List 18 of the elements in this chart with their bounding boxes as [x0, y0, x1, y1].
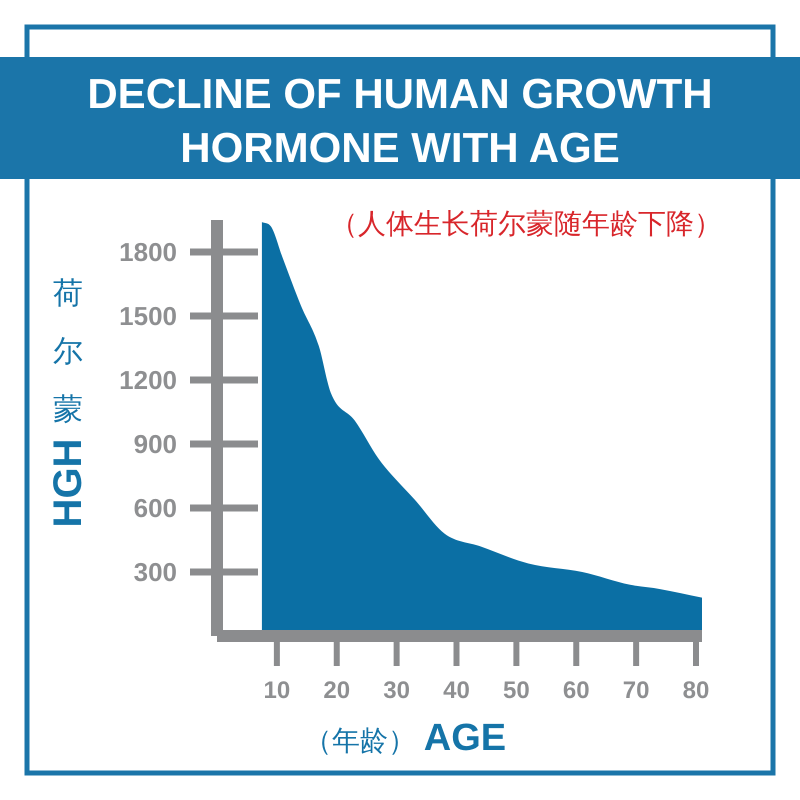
- x-tick-label: 70: [622, 677, 650, 704]
- y-tick-label: 900: [134, 429, 177, 459]
- y-tick-label: 600: [134, 493, 177, 523]
- x-tick-label: 40: [443, 677, 470, 704]
- ylabel: 荷尔蒙HGH: [46, 277, 90, 528]
- x-tick-label: 20: [323, 677, 350, 704]
- y-tick-label: 1200: [119, 365, 177, 395]
- x-tick-label: 50: [503, 677, 530, 704]
- x-tick-label: 60: [562, 677, 590, 704]
- x-axis-title: （年龄） AGE: [304, 717, 506, 759]
- y-tick-label: 1500: [119, 301, 177, 331]
- chart-subtitle: （人体生长荷尔蒙随年龄下降）: [330, 208, 722, 239]
- x-tick-label: 10: [264, 677, 290, 704]
- x-tick-label: 30: [383, 677, 410, 704]
- y-tick-label: 1800: [119, 237, 177, 267]
- x-tick-label: 80: [682, 677, 710, 704]
- title: DECLINE OF HUMAN GROWTH HORMONE WITH AGE: [87, 70, 713, 171]
- y-tick-label: 300: [134, 557, 177, 587]
